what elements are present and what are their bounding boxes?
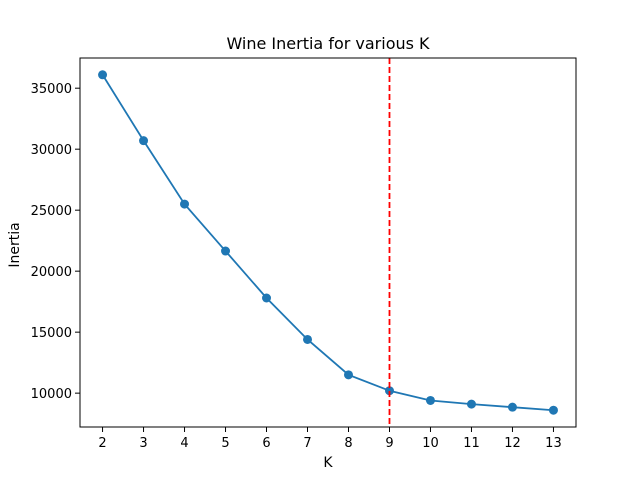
y-tick-label: 15000 — [31, 326, 72, 341]
x-axis-title: K — [323, 455, 333, 471]
data-point — [303, 334, 313, 344]
x-tick-label: 11 — [463, 436, 480, 451]
x-tick-label: 3 — [139, 436, 147, 451]
data-point — [507, 402, 517, 412]
data-point — [262, 293, 272, 303]
x-tick-label: 10 — [422, 436, 439, 451]
data-point — [466, 399, 476, 409]
y-tick-label: 10000 — [31, 387, 72, 402]
x-tick-label: 12 — [504, 436, 521, 451]
x-tick-label: 9 — [385, 436, 393, 451]
x-tick-label: 5 — [221, 436, 229, 451]
series-line — [101, 74, 554, 412]
data-point — [139, 136, 149, 146]
plot-frame — [79, 57, 577, 428]
chart-title: Wine Inertia for various K — [226, 34, 430, 53]
x-tick-label: 2 — [98, 436, 106, 451]
data-point — [548, 405, 558, 415]
y-tick-label: 25000 — [31, 204, 72, 219]
data-point — [180, 199, 190, 209]
plot-area: 2 3 4 5 6 7 8 9 10 11 12 13 10000 15000 20000 25000 3000… — [31, 57, 577, 451]
y-tick-label: 20000 — [31, 265, 72, 280]
data-point — [425, 395, 435, 405]
y-tick-label: 30000 — [31, 143, 72, 158]
x-tick-label: 7 — [303, 436, 311, 451]
y-tick-label: 35000 — [31, 82, 72, 97]
data-point — [98, 70, 108, 80]
x-tick-label: 4 — [180, 436, 188, 451]
data-point — [343, 370, 353, 380]
data-point — [221, 246, 231, 256]
x-tick-label: 13 — [545, 436, 562, 451]
y-axis-title: Inertia — [7, 222, 23, 267]
x-tick-label: 6 — [262, 436, 270, 451]
data-point — [384, 386, 394, 396]
x-tick-label: 8 — [344, 436, 352, 451]
